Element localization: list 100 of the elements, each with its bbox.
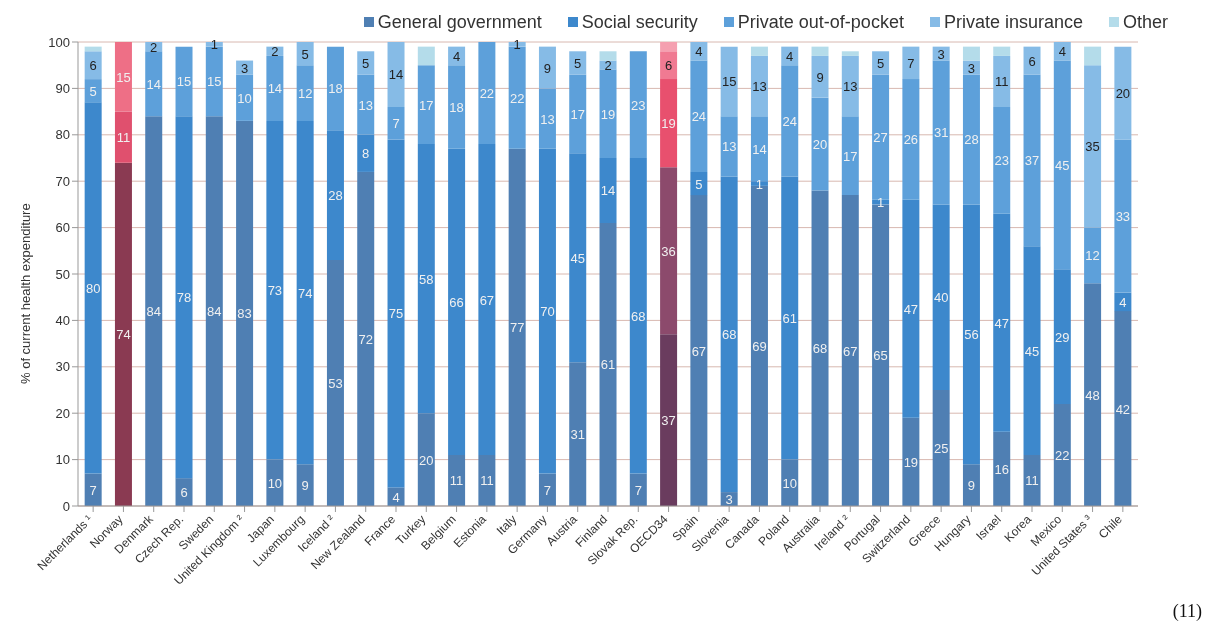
bar — [750, 46, 768, 56]
data-label: 11 — [994, 74, 1009, 90]
bar — [569, 74, 587, 154]
data-label: 11 — [1025, 473, 1039, 489]
data-label: 47 — [903, 301, 919, 317]
bar — [660, 334, 678, 506]
data-label: 26 — [903, 132, 919, 148]
y-tick-label: 70 — [55, 173, 70, 189]
data-label: 5 — [876, 55, 885, 71]
data-label: 14 — [388, 67, 404, 83]
bar — [599, 51, 617, 61]
bar — [296, 120, 314, 465]
data-label: 17 — [419, 97, 434, 113]
data-label: 7 — [392, 116, 400, 132]
data-label: 9 — [543, 60, 552, 76]
bar — [417, 46, 435, 66]
legend-label: Social security — [580, 10, 698, 34]
data-label: 6 — [180, 485, 188, 501]
bar — [690, 195, 708, 506]
data-label: 4 — [1119, 294, 1127, 310]
data-label: 18 — [328, 81, 343, 97]
data-label: 56 — [964, 327, 979, 343]
data-label: 7 — [907, 55, 915, 71]
data-label: 19 — [661, 116, 676, 132]
bar — [175, 116, 193, 479]
bar — [902, 199, 920, 418]
bar — [811, 97, 829, 191]
bar — [296, 65, 314, 121]
bar — [478, 144, 496, 455]
data-label: 67 — [843, 343, 858, 359]
data-label: 7 — [89, 482, 97, 498]
data-label: 23 — [631, 97, 646, 113]
data-label: 10 — [782, 475, 797, 491]
bar — [1053, 269, 1071, 404]
data-label: 24 — [691, 109, 707, 125]
data-label: 84 — [146, 304, 161, 320]
bar — [811, 46, 829, 56]
data-label: 28 — [964, 132, 979, 148]
bar — [357, 171, 375, 506]
bar — [569, 362, 587, 506]
data-label: 45 — [570, 250, 585, 266]
data-label: 15 — [207, 74, 222, 90]
bar — [357, 74, 375, 135]
bar — [538, 148, 556, 474]
data-label: 17 — [843, 148, 858, 164]
data-label: 67 — [691, 343, 707, 359]
data-label: 15 — [721, 74, 737, 90]
bar — [387, 139, 405, 488]
data-label: 3 — [937, 46, 945, 62]
data-label: 84 — [207, 304, 222, 320]
data-label: 22 — [479, 86, 495, 102]
bar — [962, 46, 980, 61]
y-tick-label: 80 — [55, 127, 70, 143]
bar — [599, 158, 617, 223]
data-label: 19 — [600, 106, 616, 122]
data-label: 83 — [237, 306, 252, 322]
data-label: 47 — [994, 315, 1009, 331]
data-label: 27 — [873, 130, 888, 146]
bar — [538, 473, 556, 506]
data-label: 70 — [540, 304, 555, 320]
data-label: 24 — [782, 113, 797, 129]
y-tick-label: 60 — [55, 220, 70, 236]
data-label: 6 — [89, 58, 97, 74]
data-label: 9 — [967, 478, 976, 494]
data-label: 22 — [509, 90, 525, 106]
y-axis-title: % of current health expenditure — [17, 203, 33, 384]
data-label: 5 — [695, 176, 703, 192]
bar — [1114, 46, 1132, 140]
legend-label: Private out-of-pocket — [736, 10, 904, 34]
bar — [902, 417, 920, 506]
bar — [84, 102, 102, 474]
bar — [962, 464, 980, 506]
bar — [932, 390, 950, 506]
bar — [448, 454, 466, 506]
bar — [660, 42, 678, 52]
bar — [720, 116, 738, 177]
bar — [84, 473, 102, 506]
bar — [1053, 60, 1071, 270]
bar — [841, 195, 859, 506]
bar — [599, 69, 617, 158]
data-label: 19 — [903, 454, 919, 470]
bar — [387, 106, 405, 140]
data-label: 74 — [297, 285, 313, 301]
data-label: 77 — [509, 320, 525, 336]
bar — [417, 413, 435, 506]
bar — [962, 204, 980, 465]
data-label: 2 — [271, 44, 279, 60]
bar — [993, 106, 1011, 214]
data-label: 31 — [570, 427, 585, 443]
data-label: 22 — [1055, 447, 1070, 463]
data-label: 1 — [513, 37, 521, 53]
data-label: 45 — [1024, 343, 1040, 359]
bar — [750, 55, 768, 117]
data-label: 20 — [419, 452, 434, 468]
data-label: 37 — [661, 413, 676, 429]
bar — [781, 65, 799, 177]
data-label: 17 — [570, 106, 585, 122]
bar — [993, 431, 1011, 506]
bar — [841, 55, 859, 117]
bar — [781, 176, 799, 460]
